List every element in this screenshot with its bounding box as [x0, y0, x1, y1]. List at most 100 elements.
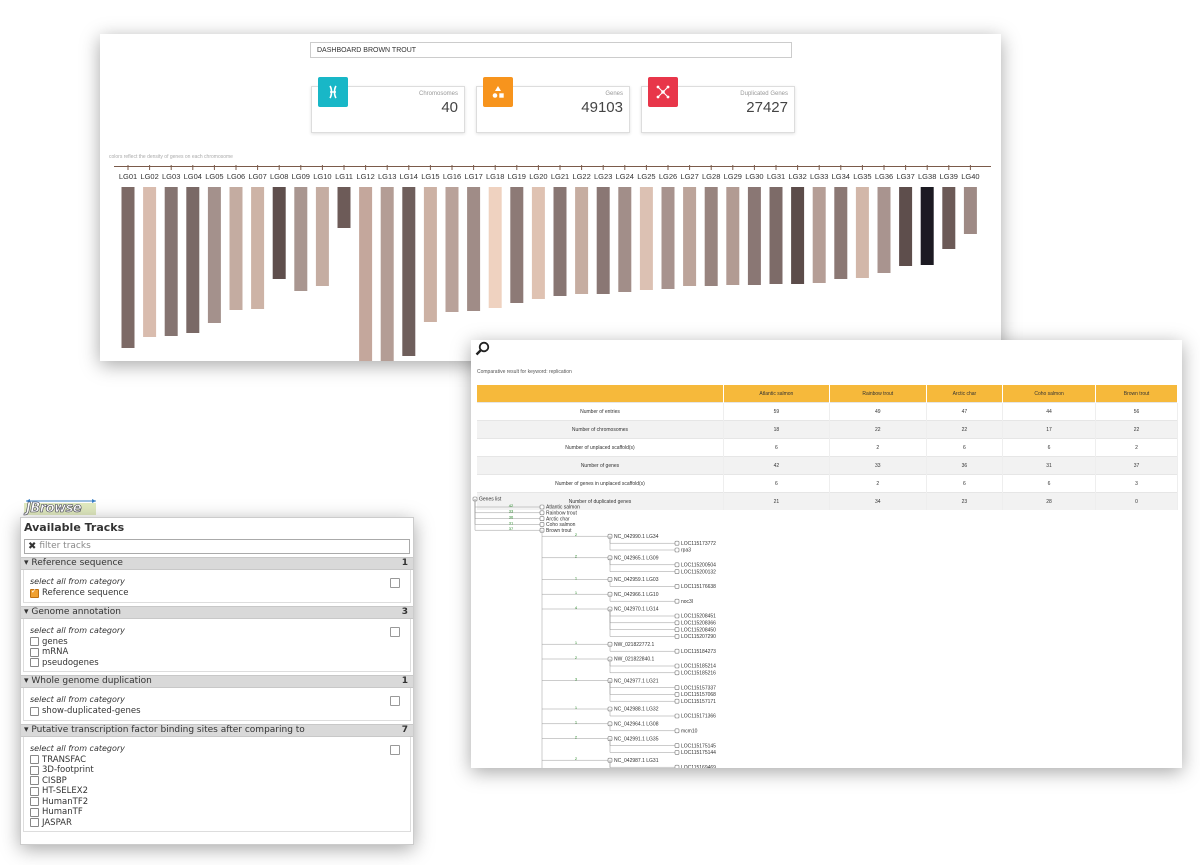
category-header[interactable]: ▾ Putative transcription factor binding … [21, 723, 413, 737]
tree-node[interactable] [674, 598, 680, 604]
tree-node[interactable] [674, 663, 680, 669]
chromosome-bar[interactable] [661, 187, 675, 289]
chromosome-bar[interactable] [186, 187, 200, 333]
track-checkbox[interactable] [30, 755, 39, 765]
chromosome-bar[interactable] [963, 187, 977, 234]
collapse-triangle-icon[interactable]: ▾ [24, 724, 32, 735]
genes-card[interactable]: Genes 49103 [476, 77, 630, 133]
clear-filter-icon[interactable]: ✖ [28, 541, 37, 552]
track-checkbox[interactable] [30, 818, 39, 828]
track-checkbox[interactable] [30, 776, 39, 786]
select-all-checkbox[interactable] [390, 578, 400, 588]
chromosome-bar[interactable] [207, 187, 221, 323]
track-item[interactable]: JASPAR [28, 818, 406, 829]
track-checkbox[interactable] [30, 637, 39, 647]
tree-node[interactable] [674, 613, 680, 619]
chromosome-bar[interactable] [747, 187, 761, 285]
duplicated-genes-card[interactable]: Duplicated Genes 27427 [641, 77, 795, 133]
chromosome-bar[interactable] [553, 187, 567, 296]
tree-node[interactable] [674, 627, 680, 632]
tree-node[interactable] [674, 698, 680, 704]
chromosome-bar[interactable] [359, 187, 373, 361]
chromosome-bar[interactable] [596, 187, 610, 294]
tree-node[interactable] [674, 685, 680, 690]
filter-tracks-input[interactable]: ✖ filter tracks [24, 539, 410, 554]
chromosome-bar[interactable] [229, 187, 243, 310]
tree-node[interactable] [539, 522, 545, 527]
tree-node[interactable] [674, 547, 680, 553]
chromosome-bar[interactable] [272, 187, 286, 279]
chromosome-bar[interactable] [121, 187, 135, 348]
tree-node[interactable] [674, 728, 680, 734]
track-item[interactable]: Reference sequence [28, 587, 406, 599]
tree-node[interactable] [674, 750, 680, 755]
chromosome-bar[interactable] [380, 187, 394, 361]
collapse-triangle-icon[interactable]: ▾ [24, 606, 32, 617]
tree-node[interactable] [539, 510, 545, 516]
chromosome-bar[interactable] [251, 187, 265, 309]
chromosome-bar[interactable] [769, 187, 783, 284]
track-checkbox[interactable] [30, 786, 39, 796]
chromosome-bar[interactable] [812, 187, 826, 283]
chromosome-bar[interactable] [467, 187, 481, 311]
chromosome-bar[interactable] [920, 187, 934, 265]
select-all-checkbox[interactable] [390, 626, 400, 637]
chromosome-bar[interactable] [877, 187, 891, 273]
chromosome-bar[interactable] [445, 187, 459, 312]
chromosome-bar[interactable] [337, 187, 351, 228]
track-item[interactable]: show-duplicated-genes [28, 706, 406, 717]
chromosome-bar[interactable] [488, 187, 502, 308]
chromosome-bar[interactable] [575, 187, 589, 294]
track-item[interactable]: HumanTF2 [28, 797, 406, 808]
tree-node[interactable] [674, 562, 680, 568]
track-item[interactable]: 3D-footprint [28, 765, 406, 776]
chromosome-bar[interactable] [726, 187, 740, 285]
track-item[interactable]: HT-SELEX2 [28, 786, 406, 797]
chromosome-bar[interactable] [618, 187, 632, 292]
track-item[interactable]: genes [28, 637, 406, 648]
tree-node[interactable] [674, 540, 680, 546]
tree-node[interactable] [674, 569, 680, 574]
chromosome-bar[interactable] [683, 187, 697, 286]
tree-node[interactable] [674, 634, 680, 639]
select-all-checkbox[interactable] [390, 744, 400, 755]
tree-node[interactable] [674, 692, 680, 697]
track-checkbox[interactable] [30, 797, 39, 807]
tree-node[interactable] [674, 648, 680, 654]
chromosome-bar[interactable] [402, 187, 416, 356]
track-checkbox[interactable] [30, 658, 39, 668]
chromosome-bar[interactable] [791, 187, 805, 284]
search-icon[interactable] [475, 341, 491, 357]
tree-node[interactable] [674, 743, 680, 748]
track-checkbox[interactable] [30, 706, 39, 716]
chromosome-bar[interactable] [510, 187, 524, 303]
category-header[interactable]: ▾ Genome annotation 3 [21, 605, 413, 619]
category-header[interactable]: ▾ Whole genome duplication 1 [21, 675, 413, 688]
tree-node[interactable] [674, 670, 680, 676]
track-checkbox[interactable] [30, 807, 39, 817]
track-item[interactable]: pseudogenes [28, 658, 406, 669]
chromosomes-card[interactable]: Chromosomes 40 [311, 77, 465, 133]
tree-node[interactable] [674, 620, 680, 626]
chromosome-bar[interactable] [294, 187, 308, 291]
tree-node[interactable] [674, 584, 680, 589]
track-item[interactable]: HumanTF [28, 807, 406, 818]
track-item[interactable]: CISBP [28, 776, 406, 787]
category-header[interactable]: ▾ Reference sequence 1 [21, 557, 413, 570]
chromosome-bar[interactable] [834, 187, 848, 279]
chromosome-bar[interactable] [143, 187, 157, 337]
chromosome-bar[interactable] [639, 187, 653, 290]
track-item[interactable]: TRANSFAC [28, 755, 406, 766]
track-item[interactable]: mRNA [28, 647, 406, 658]
track-checkbox[interactable] [30, 647, 39, 657]
chromosome-bar[interactable] [315, 187, 329, 286]
chromosome-bar[interactable] [423, 187, 437, 322]
select-all-checkbox[interactable] [390, 696, 400, 706]
tree-node[interactable] [674, 764, 680, 768]
collapse-triangle-icon[interactable]: ▾ [24, 558, 32, 568]
track-checkbox[interactable] [30, 587, 39, 598]
collapse-triangle-icon[interactable]: ▾ [24, 676, 32, 686]
tree-node[interactable] [539, 504, 545, 510]
tree-node[interactable] [539, 516, 545, 521]
chromosome-bar[interactable] [899, 187, 913, 266]
